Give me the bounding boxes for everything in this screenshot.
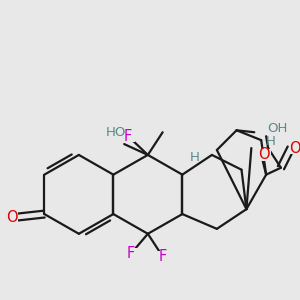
FancyBboxPatch shape (266, 122, 288, 134)
Text: F: F (124, 129, 132, 144)
FancyBboxPatch shape (289, 142, 300, 154)
FancyBboxPatch shape (6, 212, 18, 222)
Text: H: H (190, 152, 200, 164)
Text: O: O (6, 209, 18, 224)
Text: H: H (266, 135, 276, 148)
FancyBboxPatch shape (157, 250, 169, 262)
FancyBboxPatch shape (257, 149, 271, 161)
Text: F: F (158, 249, 167, 264)
FancyBboxPatch shape (121, 130, 135, 142)
FancyBboxPatch shape (106, 126, 127, 138)
Text: O: O (258, 147, 270, 162)
FancyBboxPatch shape (125, 248, 137, 260)
Text: OH: OH (267, 122, 287, 135)
Text: O: O (289, 140, 300, 155)
Text: F: F (127, 246, 135, 261)
Text: HO: HO (106, 126, 127, 139)
